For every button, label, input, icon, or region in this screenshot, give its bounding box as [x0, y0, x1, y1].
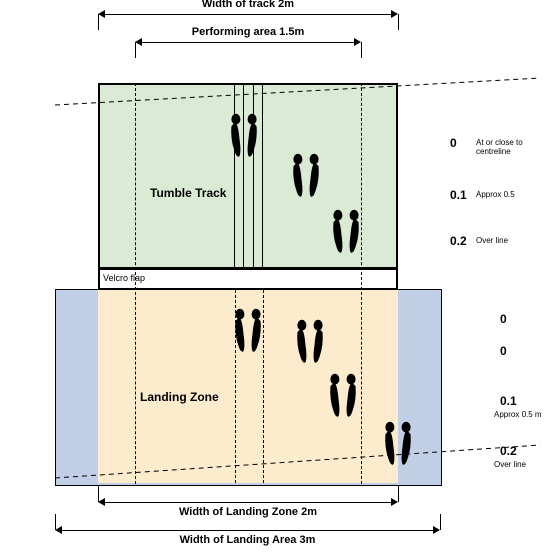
footprint-icon [325, 372, 361, 420]
footprint-icon [288, 152, 324, 200]
deduction-score: 0.1 [450, 188, 467, 202]
deduction-note: Approx 0.5 [476, 190, 554, 199]
footprint-icon [226, 112, 262, 160]
deduction-score: 0.2 [500, 444, 517, 458]
footprint-icon [230, 307, 266, 355]
performing-area-boundary [135, 83, 136, 484]
deduction-score: 0 [500, 312, 507, 326]
deduction-note: Over line [476, 236, 554, 245]
footprint-icon [380, 420, 416, 468]
dimension-label: Width of Landing Area 3m [55, 534, 440, 546]
deduction-score: 0 [450, 136, 457, 150]
deduction-note: At or close to centreline [476, 138, 554, 156]
velcro-flap-label: Velcro flap [103, 273, 145, 283]
deduction-score: 0.2 [450, 234, 467, 248]
deduction-note: Over line [494, 460, 554, 469]
footprint-icon [292, 318, 328, 366]
footprint-icon [328, 208, 364, 256]
deduction-note: Approx 0.5 m [494, 410, 554, 419]
dimension-label: Performing area 1.5m [135, 26, 361, 38]
deduction-score: 0 [500, 344, 507, 358]
tumble-track-label: Tumble Track [150, 186, 226, 200]
dimension-label: Width of track 2m [98, 0, 398, 10]
dimension-label: Width of Landing Zone 2m [98, 506, 398, 518]
performing-area-boundary [361, 83, 362, 484]
track-centreline-mark [262, 85, 263, 267]
deduction-score: 0.1 [500, 394, 517, 408]
landing-zone-label: Landing Zone [140, 390, 219, 404]
